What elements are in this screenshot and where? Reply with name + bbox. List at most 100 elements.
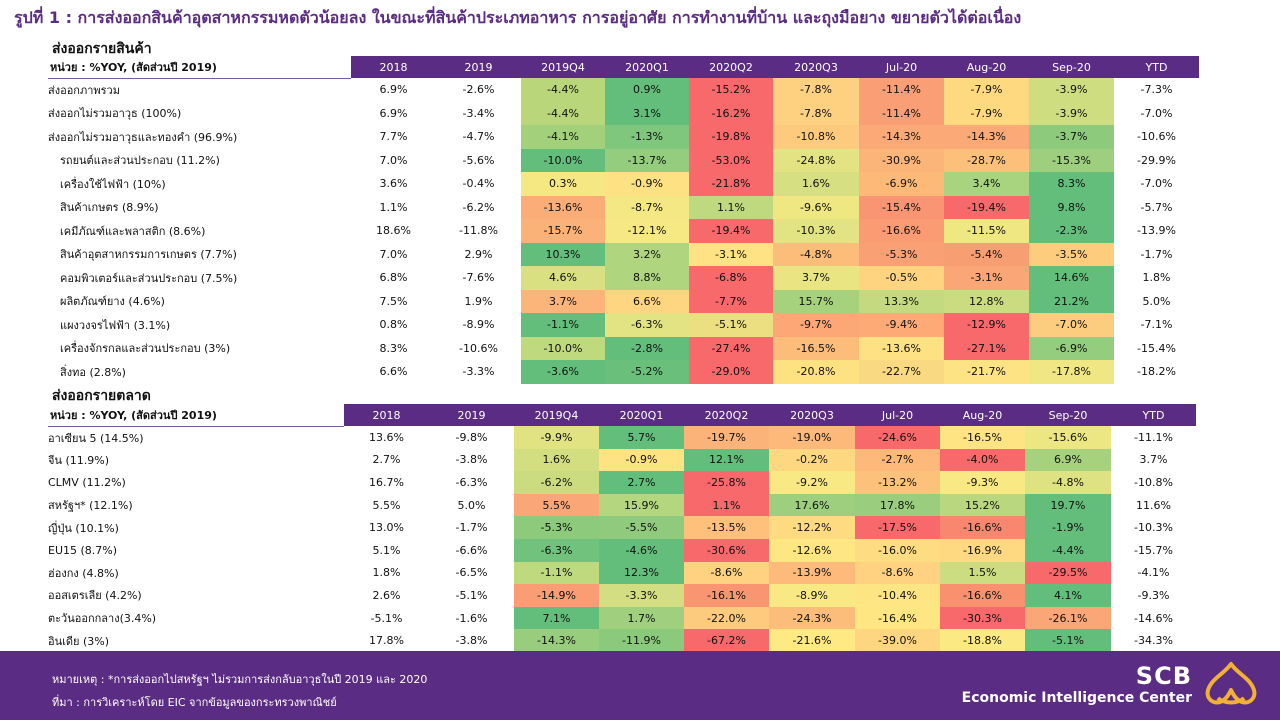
column-header: 2018 — [351, 56, 436, 78]
row-label: เคมีภัณฑ์และพลาสติก (8.6%) — [60, 224, 206, 238]
page-title: รูปที่ 1 : การส่งออกสินค้าอุตสาหกรรมหดตั… — [14, 8, 1022, 27]
value-cell: -1.7% — [1140, 247, 1173, 261]
value-cell: 6.6% — [379, 365, 408, 379]
row-label: ผลิตภัณฑ์ยาง (4.6%) — [60, 295, 165, 309]
value-cell: 7.5% — [379, 294, 408, 308]
value-cell: -17.8% — [1029, 360, 1114, 384]
row-label: สิ่งทอ (2.8%) — [60, 365, 126, 379]
value-cell: -4.8% — [1025, 471, 1111, 494]
value-cell: -9.9% — [514, 426, 599, 449]
value-cell: -1.1% — [514, 561, 599, 585]
value-cell: -7.0% — [1140, 177, 1173, 191]
value-cell: -10.6% — [1137, 130, 1176, 144]
value-cell: -7.8% — [773, 101, 859, 125]
value-cell: 7.1% — [514, 606, 599, 630]
value-cell: -13.9% — [769, 561, 855, 585]
table-row: เครื่องใช้ไฟฟ้า (10%) 3.6% -0.4% 0.3% -0.9% -… — [48, 172, 1199, 196]
column-header: Sep-20 — [1029, 56, 1114, 78]
value-cell: 12.8% — [944, 289, 1029, 313]
value-cell: 3.7% — [773, 266, 859, 290]
value-cell: -16.6% — [940, 584, 1025, 607]
row-label: เครื่องจักรกลและส่วนประกอบ (3%) — [60, 342, 231, 356]
value-cell: -29.0% — [689, 360, 773, 384]
value-cell: -21.8% — [689, 172, 773, 196]
value-cell: -3.8% — [455, 634, 488, 648]
value-cell: -34.3% — [1134, 634, 1173, 648]
row-label: ส่งออกไม่รวมอาวุธและทองคำ (96.9%) — [48, 130, 238, 144]
value-cell: 4.1% — [1025, 584, 1111, 607]
value-cell: 1.7% — [599, 606, 684, 630]
table-row: ตะวันออกกลาง(3.4%) -5.1% -1.6% 7.1% 1.7% -22.… — [48, 606, 1196, 630]
table-row: สินค้าอุตสาหกรรมการเกษตร (7.7%) 7.0% 2.9% 1… — [48, 242, 1199, 266]
value-cell: 0.8% — [379, 318, 408, 332]
value-cell: -7.9% — [944, 101, 1029, 125]
value-cell: 6.8% — [379, 271, 408, 285]
value-cell: -9.2% — [769, 471, 855, 494]
column-header: Sep-20 — [1025, 404, 1111, 426]
table-row: สินค้าเกษตร (8.9%) 1.1% -6.2% -13.6% -8.7% 1.… — [48, 195, 1199, 219]
value-cell: 3.7% — [521, 289, 605, 313]
value-cell: -14.3% — [944, 125, 1029, 149]
value-cell: -16.4% — [855, 606, 940, 630]
value-cell: 8.8% — [605, 266, 689, 290]
value-cell: -13.7% — [605, 148, 689, 172]
table-row: ญี่ปุ่น (10.1%) 13.0% -1.7% -5.3% -5.5% -13.5… — [48, 516, 1196, 539]
value-cell: -7.9% — [944, 78, 1029, 102]
value-cell: -26.1% — [1025, 606, 1111, 630]
value-cell: -11.1% — [1134, 430, 1173, 444]
value-cell: -4.4% — [521, 101, 605, 125]
value-cell: -8.9% — [462, 318, 495, 332]
value-cell: -15.4% — [1137, 341, 1176, 355]
value-cell: -29.9% — [1137, 153, 1176, 167]
value-cell: 5.5% — [372, 498, 401, 512]
value-cell: 3.1% — [605, 101, 689, 125]
value-cell: 7.7% — [379, 130, 408, 144]
table-row: ส่งออกไม่รวมอาวุธ (100%) 6.9% -3.4% -4.4% 3.… — [48, 101, 1199, 125]
value-cell: -10.4% — [855, 584, 940, 607]
value-cell: 2.9% — [464, 247, 493, 261]
footnote: หมายเหตุ : *การส่งออกไปสหรัฐฯ ไม่รวมการส… — [52, 673, 428, 686]
value-cell: -21.6% — [769, 629, 855, 652]
value-cell: -15.3% — [1029, 148, 1114, 172]
value-cell: -11.4% — [859, 101, 944, 125]
value-cell: -5.3% — [514, 516, 599, 539]
row-label: สินค้าเกษตร (8.9%) — [60, 201, 159, 215]
scb-emblem-icon — [1205, 662, 1257, 705]
value-cell: 6.9% — [379, 106, 408, 120]
table-row: อาเซียน 5 (14.5%) 13.6% -9.8% -9.9% 5.7% -19.… — [48, 426, 1196, 449]
value-cell: -15.7% — [1134, 543, 1173, 557]
value-cell: -9.6% — [773, 195, 859, 219]
table-row: แผงวงจรไฟฟ้า (3.1%) 0.8% -8.9% -1.1% -6.3% -5… — [48, 313, 1199, 337]
table-row: CLMV (11.2%) 16.7% -6.3% -6.2% 2.7% -25.8% -9.… — [48, 471, 1196, 494]
value-cell: 1.8% — [372, 566, 401, 580]
value-cell: -3.9% — [1029, 78, 1114, 102]
value-cell: 17.8% — [855, 493, 940, 517]
value-cell: -6.5% — [455, 566, 488, 580]
value-cell: -7.0% — [1140, 106, 1173, 120]
unit-label: หน่วย : %YOY, (สัดส่วนปี 2019) — [48, 404, 344, 427]
value-cell: -5.7% — [1140, 200, 1173, 214]
value-cell: -21.7% — [944, 360, 1029, 384]
markets-table: หน่วย : %YOY, (สัดส่วนปี 2019) 2018 2019 20… — [48, 404, 1196, 652]
table-row: สหรัฐฯ* (12.1%) 5.5% 5.0% 5.5% 15.9% 1.1% 17.6… — [48, 493, 1196, 517]
value-cell: -3.6% — [521, 360, 605, 384]
value-cell: -1.6% — [455, 611, 488, 625]
value-cell: -4.7% — [462, 130, 495, 144]
value-cell: -20.8% — [773, 360, 859, 384]
value-cell: 1.9% — [464, 294, 493, 308]
column-header: 2020Q2 — [684, 404, 769, 426]
value-cell: -15.4% — [859, 195, 944, 219]
value-cell: -14.3% — [859, 125, 944, 149]
value-cell: -14.6% — [1134, 611, 1173, 625]
table-row: ส่งออกภาพรวม 6.9% -2.6% -4.4% 0.9% -15.2% -7.8… — [48, 78, 1199, 102]
value-cell: 7.0% — [379, 247, 408, 261]
value-cell: -5.1% — [455, 588, 488, 602]
value-cell: -12.1% — [605, 219, 689, 243]
column-header: 2020Q1 — [605, 56, 689, 78]
value-cell: -0.9% — [599, 448, 684, 472]
row-label: ส่งออกภาพรวม — [48, 84, 120, 97]
value-cell: -6.9% — [1029, 336, 1114, 360]
row-label: ฮ่องกง (4.8%) — [48, 566, 119, 580]
value-cell: -3.5% — [1029, 242, 1114, 266]
column-header: 2020Q3 — [769, 404, 855, 426]
